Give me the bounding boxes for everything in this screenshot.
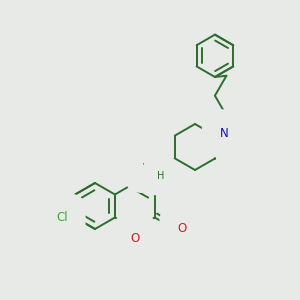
Text: N: N [220, 127, 228, 140]
Text: Cl: Cl [56, 211, 68, 224]
Text: H: H [157, 171, 164, 181]
Text: O: O [130, 232, 140, 244]
Text: N: N [142, 162, 151, 175]
Text: O: O [177, 222, 186, 235]
